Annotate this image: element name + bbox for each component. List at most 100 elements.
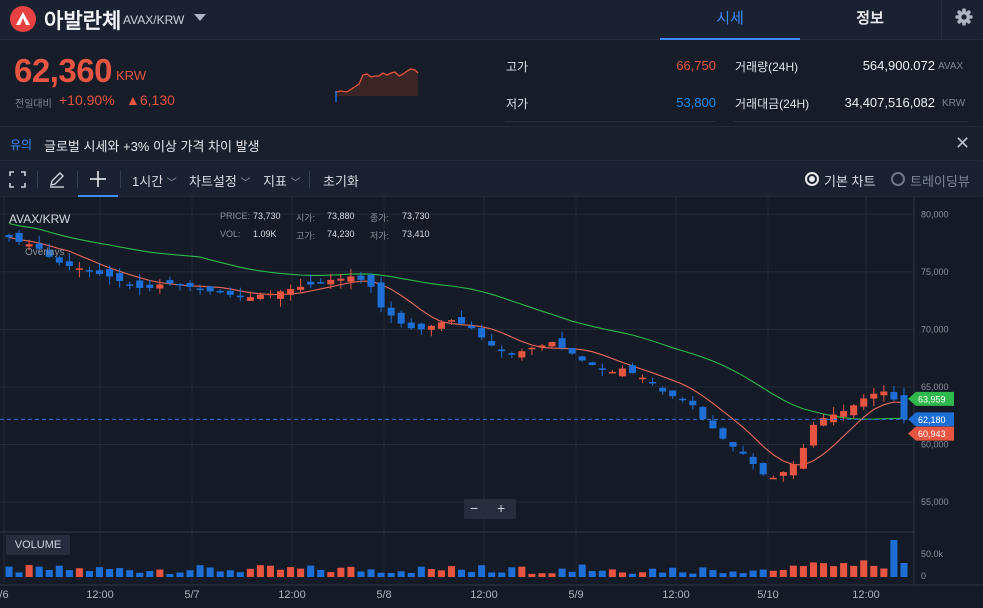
coin-pair: AVAX/KRW: [123, 13, 185, 27]
candle-body: [900, 395, 908, 420]
candle-body: [568, 348, 576, 354]
volume-bar: [789, 565, 797, 577]
volume-bar: [75, 568, 83, 577]
chevron-down-icon[interactable]: [194, 14, 206, 21]
volume-bar: [830, 566, 838, 577]
gear-icon[interactable]: [941, 0, 983, 40]
candle-body: [347, 276, 355, 282]
volume-bar: [578, 564, 586, 577]
candle-body: [458, 317, 466, 324]
tab-info[interactable]: 정보: [856, 10, 884, 27]
candle-body: [498, 349, 506, 352]
candle-body: [468, 325, 476, 329]
candle-body: [15, 232, 23, 242]
volume-bar: [417, 566, 425, 577]
volume-bar: [719, 573, 727, 577]
candle-body: [840, 411, 848, 417]
chart-settings-dropdown[interactable]: 차트설정 ﹀: [189, 171, 250, 190]
trading-view-radio[interactable]: [891, 172, 905, 186]
volume-bar: [679, 572, 687, 577]
candle-body: [679, 398, 687, 401]
amount-value: 34,407,516,082: [844, 95, 935, 110]
volume-bar: [397, 571, 405, 577]
price-unit: KRW: [116, 68, 147, 83]
candle-body: [689, 400, 697, 406]
interval-dropdown[interactable]: 1시간 ﹀: [132, 171, 177, 190]
indicators-dropdown[interactable]: 지표 ﹀: [263, 171, 301, 190]
ma-long-line: [8, 222, 904, 420]
candle-body: [488, 341, 496, 346]
current-price: 62,360: [14, 52, 112, 89]
tab-quote[interactable]: 시세: [660, 0, 800, 40]
candle-body: [809, 424, 817, 446]
candle-body: [146, 284, 154, 288]
candlestick-chart[interactable]: 80,000 75,000 70,000 65,000 60,000 55,000 50.0…: [0, 197, 983, 608]
volume-bar: [498, 572, 506, 577]
volume-bar: [548, 573, 556, 577]
candle-body: [699, 407, 707, 420]
crosshair-icon[interactable]: [78, 161, 118, 197]
chevron-down-icon: ﹀: [166, 178, 177, 189]
candle-body: [75, 268, 83, 270]
candle-body: [176, 283, 184, 286]
volume-bar: [870, 565, 878, 577]
avalanche-logo-icon: [10, 6, 36, 32]
basic-chart-label[interactable]: 기본 차트: [824, 174, 876, 189]
volume-bar: [337, 567, 345, 577]
volume-bar: [769, 570, 777, 577]
close-icon[interactable]: ✕: [955, 133, 971, 153]
candle-body: [166, 280, 174, 284]
candle-body: [719, 428, 727, 439]
candle-body: [850, 405, 858, 416]
ohlc-close: 73,730: [402, 211, 430, 221]
volume-bar: [216, 571, 224, 577]
volume-bar: [729, 571, 737, 577]
volume-bar: [689, 573, 697, 577]
zoom-controls: − +: [464, 499, 516, 519]
volume-bar: [5, 566, 13, 577]
fullscreen-icon[interactable]: [9, 171, 26, 193]
divider: [309, 171, 310, 188]
volume-bar: [266, 565, 274, 577]
volume-bar: [287, 567, 295, 577]
volume-bar: [35, 566, 43, 577]
volume-bar: [860, 560, 868, 577]
volume-bar: [759, 569, 767, 577]
candle-body: [558, 338, 566, 348]
volume-bar: [478, 565, 486, 577]
volume-bar: [669, 567, 677, 577]
notice-tag: 유의: [10, 138, 33, 152]
ma-short-tag-label: 60,943: [918, 429, 946, 439]
zoom-in-button[interactable]: +: [497, 500, 506, 516]
volume-value: 564,900.072: [862, 58, 935, 73]
volume-bar: [65, 570, 73, 577]
candle-body: [779, 472, 787, 476]
basic-chart-radio[interactable]: [805, 172, 819, 186]
candle-body: [437, 322, 445, 329]
volume-bar: [608, 569, 616, 577]
trading-view-label[interactable]: 트레이딩뷰: [910, 174, 970, 189]
volume-bar: [749, 570, 757, 577]
volume-bar: [357, 571, 365, 577]
candle-body: [136, 280, 144, 288]
zoom-out-button[interactable]: −: [470, 500, 479, 516]
y-tick-label: 70,000: [921, 324, 949, 334]
volume-bar: [15, 572, 23, 577]
volume-bar: [427, 569, 435, 577]
candle-body: [729, 442, 737, 447]
reset-button[interactable]: 초기화: [323, 174, 359, 189]
volume-bar: [447, 566, 455, 577]
candle-body: [317, 282, 325, 284]
volume-bar: [598, 570, 606, 577]
volume-bar: [206, 567, 214, 577]
chart-settings-label: 차트설정: [189, 174, 237, 189]
x-tick-label: 12:00: [278, 589, 306, 601]
candle-body: [588, 362, 596, 366]
candle-body: [226, 290, 234, 295]
pencil-icon[interactable]: [48, 171, 66, 194]
volume-bar: [136, 572, 144, 577]
candle-body: [297, 286, 305, 290]
candle-body: [528, 347, 536, 350]
ohlc-close-label: 종가:: [370, 213, 390, 223]
volume-bar: [900, 563, 908, 577]
